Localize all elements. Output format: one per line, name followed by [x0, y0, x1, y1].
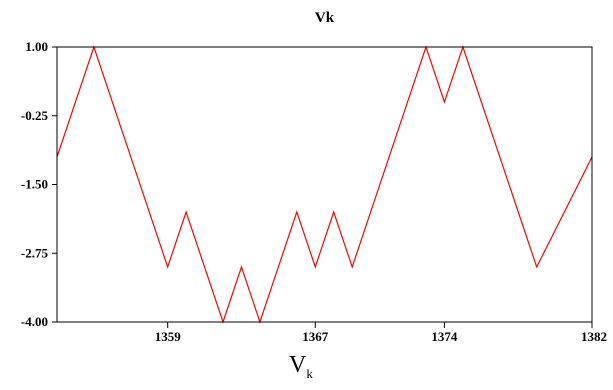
- chart-title: Vk: [315, 10, 335, 26]
- x-tick-label: 1367: [302, 329, 329, 344]
- y-tick-label: -2.75: [21, 245, 49, 260]
- x-tick-label: 1374: [431, 329, 458, 344]
- x-tick-label: 1359: [155, 329, 182, 344]
- y-axis-ticks: 1.00 -0.25 -1.50 -2.75 -4.00: [21, 39, 57, 329]
- series-line: [56, 45, 593, 324]
- y-tick-label: -0.25: [21, 108, 49, 123]
- x-axis-label-subscript: k: [306, 366, 313, 381]
- y-tick-label: 1.00: [25, 39, 48, 54]
- x-axis-label-main: V: [289, 352, 307, 378]
- y-tick-label: -1.50: [21, 177, 48, 192]
- x-tick-label: 1382: [581, 329, 607, 344]
- x-axis-label: Vk: [289, 352, 313, 381]
- plot-frame: [56, 46, 593, 323]
- x-axis-ticks: 1359 1367 1374 1382: [155, 322, 607, 344]
- y-tick-label: -4.00: [21, 314, 48, 329]
- series-layer: [56, 45, 593, 324]
